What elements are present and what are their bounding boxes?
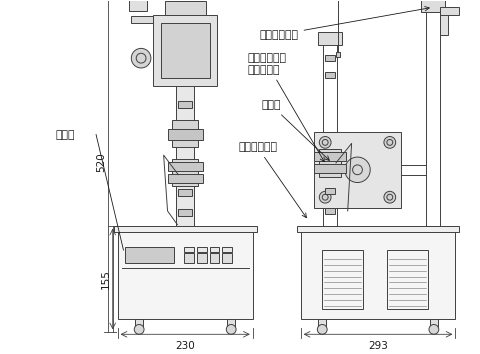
Bar: [318, 319, 326, 327]
Bar: [153, 15, 217, 86]
Bar: [325, 55, 335, 61]
Bar: [176, 71, 194, 225]
Bar: [114, 225, 257, 233]
Bar: [440, 7, 459, 15]
Circle shape: [429, 325, 439, 334]
Bar: [161, 23, 210, 78]
Bar: [178, 209, 192, 216]
Bar: [168, 129, 203, 141]
Circle shape: [319, 137, 331, 148]
Bar: [325, 188, 335, 194]
Circle shape: [384, 192, 396, 203]
Bar: [210, 253, 219, 263]
Bar: [222, 247, 232, 252]
Bar: [178, 101, 192, 108]
Bar: [297, 225, 459, 233]
Bar: [322, 250, 363, 309]
Bar: [165, 1, 206, 15]
Bar: [172, 159, 198, 187]
Bar: [197, 253, 207, 263]
Bar: [387, 250, 428, 309]
Bar: [197, 247, 207, 252]
Bar: [132, 16, 153, 23]
Bar: [178, 121, 192, 128]
Bar: [314, 164, 346, 173]
Circle shape: [226, 325, 236, 334]
Circle shape: [134, 325, 144, 334]
Bar: [168, 162, 203, 171]
Bar: [184, 247, 194, 252]
Bar: [135, 319, 143, 327]
Bar: [325, 208, 335, 214]
Bar: [227, 319, 235, 327]
Bar: [314, 132, 401, 208]
Bar: [318, 32, 342, 45]
Bar: [336, 52, 340, 57]
Bar: [172, 120, 198, 147]
Text: エアダンパ: エアダンパ: [0, 353, 1, 354]
Bar: [125, 247, 174, 263]
Bar: [319, 149, 341, 177]
Text: フレキシブル
ジョイント: フレキシブル ジョイント: [248, 53, 324, 162]
Bar: [314, 152, 346, 161]
Bar: [184, 253, 194, 263]
Circle shape: [132, 48, 151, 68]
Circle shape: [317, 325, 327, 334]
Text: 上下ハンドル: 上下ハンドル: [260, 6, 429, 40]
Bar: [222, 253, 232, 263]
Bar: [300, 233, 456, 319]
Bar: [323, 39, 337, 132]
Text: 230: 230: [175, 341, 195, 351]
Bar: [210, 247, 219, 252]
Text: 操作スイッチ: 操作スイッチ: [238, 142, 306, 218]
Bar: [421, 0, 444, 12]
Circle shape: [384, 137, 396, 148]
Bar: [430, 319, 438, 327]
Bar: [323, 208, 337, 225]
Bar: [168, 174, 203, 183]
Bar: [129, 0, 147, 11]
Text: 155: 155: [101, 269, 111, 289]
Bar: [170, 0, 200, 1]
Circle shape: [345, 157, 370, 183]
Bar: [440, 10, 447, 35]
Bar: [178, 189, 192, 196]
Bar: [325, 72, 335, 78]
Bar: [426, 5, 440, 225]
Circle shape: [319, 192, 331, 203]
Bar: [118, 233, 253, 319]
Text: 520: 520: [96, 153, 106, 172]
Text: センサ: センサ: [262, 100, 329, 160]
Text: 表示部: 表示部: [56, 130, 75, 139]
Text: 293: 293: [368, 341, 388, 351]
